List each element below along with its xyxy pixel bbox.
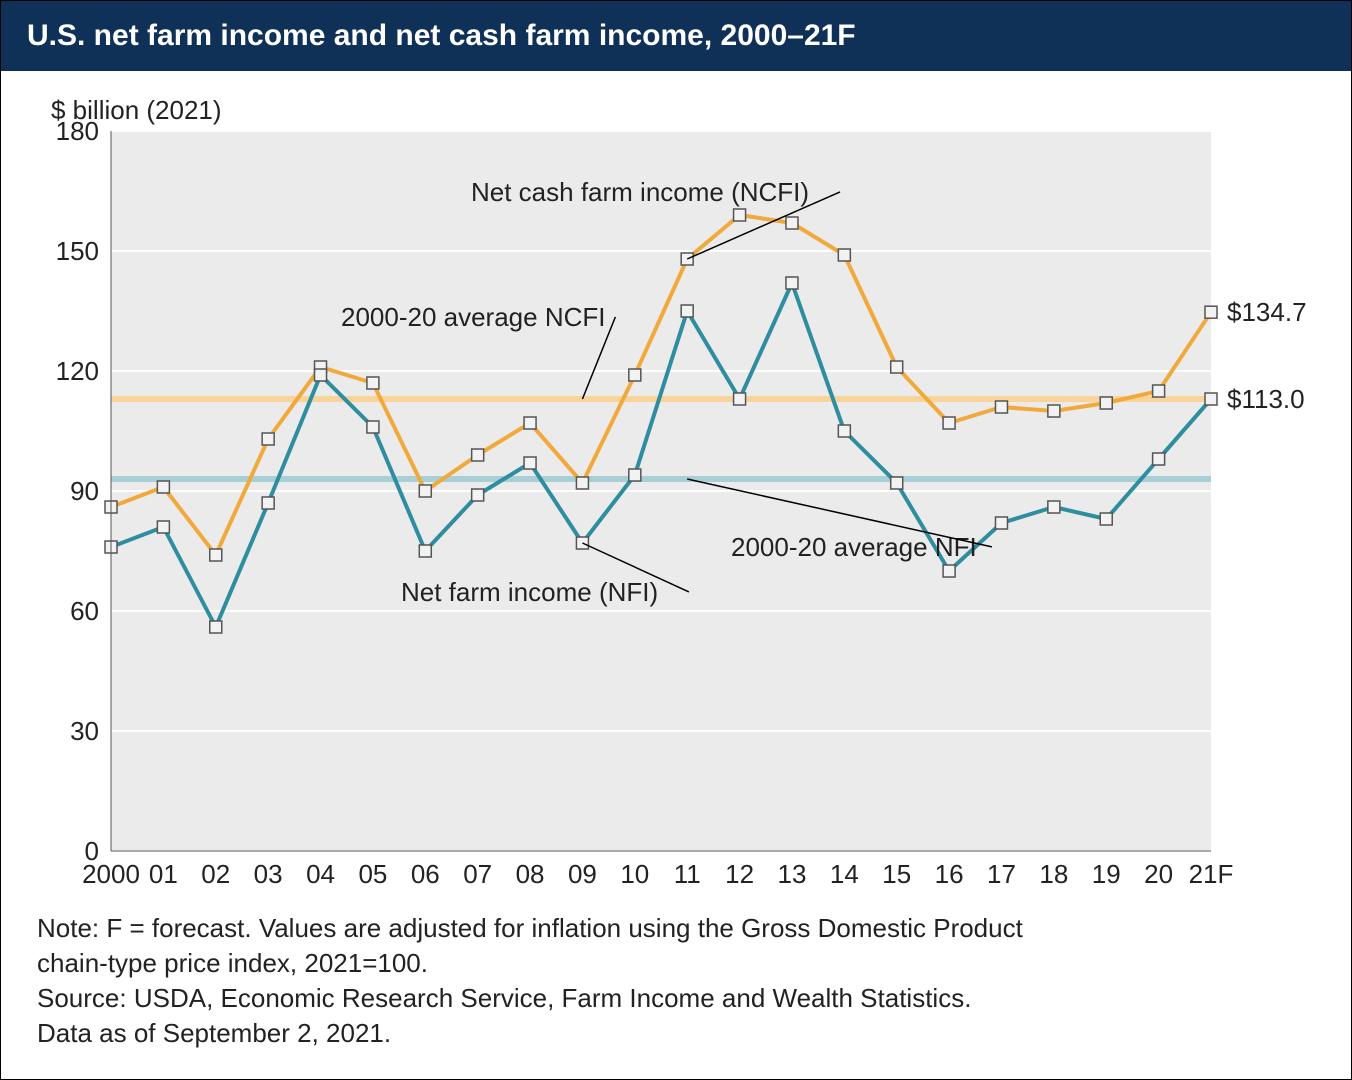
footnote-line: Source: USDA, Economic Research Service,…: [37, 981, 1315, 1016]
svg-text:03: 03: [254, 859, 283, 889]
svg-text:20: 20: [1144, 859, 1173, 889]
svg-text:18: 18: [1039, 859, 1068, 889]
svg-text:Net cash farm income (NCFI): Net cash farm income (NCFI): [471, 177, 809, 207]
svg-text:02: 02: [201, 859, 230, 889]
svg-text:13: 13: [777, 859, 806, 889]
svg-text:08: 08: [516, 859, 545, 889]
svg-text:07: 07: [463, 859, 492, 889]
chart-area: 0306090120150180$ billion (2021)20000102…: [1, 71, 1351, 911]
svg-text:14: 14: [830, 859, 859, 889]
svg-text:04: 04: [306, 859, 335, 889]
svg-text:120: 120: [56, 356, 99, 386]
svg-text:60: 60: [70, 596, 99, 626]
svg-text:15: 15: [882, 859, 911, 889]
svg-text:01: 01: [149, 859, 178, 889]
svg-text:30: 30: [70, 716, 99, 746]
svg-text:2000-20 average NCFI: 2000-20 average NCFI: [341, 302, 605, 332]
svg-text:16: 16: [935, 859, 964, 889]
svg-text:05: 05: [358, 859, 387, 889]
svg-text:$134.7: $134.7: [1227, 297, 1307, 327]
footnote-line: chain-type price index, 2021=100.: [37, 946, 1315, 981]
svg-text:$ billion (2021): $ billion (2021): [51, 95, 222, 125]
chart-container: U.S. net farm income and net cash farm i…: [0, 0, 1352, 1080]
svg-text:10: 10: [620, 859, 649, 889]
footnote-line: Data as of September 2, 2021.: [37, 1016, 1315, 1051]
chart-title: U.S. net farm income and net cash farm i…: [1, 1, 1351, 71]
svg-text:12: 12: [725, 859, 754, 889]
footnote-line: Note: F = forecast. Values are adjusted …: [37, 911, 1315, 946]
svg-text:06: 06: [411, 859, 440, 889]
svg-text:17: 17: [987, 859, 1016, 889]
svg-text:09: 09: [568, 859, 597, 889]
svg-text:21F: 21F: [1189, 859, 1234, 889]
line-chart-svg: 0306090120150180$ billion (2021)20000102…: [21, 91, 1333, 911]
svg-text:2000: 2000: [82, 859, 140, 889]
svg-text:2000-20 average NFI: 2000-20 average NFI: [731, 532, 977, 562]
svg-text:150: 150: [56, 236, 99, 266]
svg-text:Net farm income (NFI): Net farm income (NFI): [401, 577, 658, 607]
svg-text:19: 19: [1092, 859, 1121, 889]
chart-footnote: Note: F = forecast. Values are adjusted …: [37, 911, 1315, 1051]
svg-text:90: 90: [70, 476, 99, 506]
svg-text:11: 11: [674, 859, 701, 889]
svg-text:$113.0: $113.0: [1227, 384, 1305, 414]
